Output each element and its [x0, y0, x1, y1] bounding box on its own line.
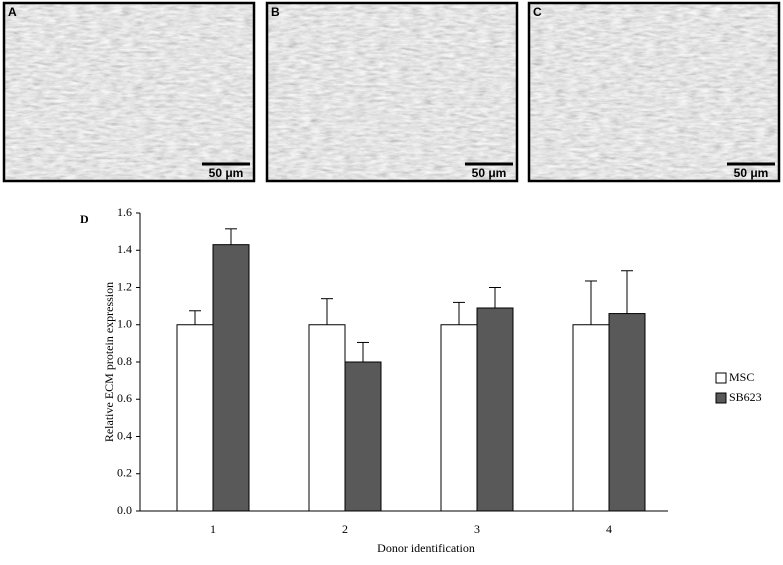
y-tick-label: 0.2: [117, 466, 132, 480]
micrograph-border: [265, 1, 519, 183]
legend-swatch: [715, 372, 727, 384]
panel-label: D: [80, 212, 89, 226]
y-axis-label: Relative ECM protein expression: [102, 282, 116, 442]
bar: [344, 361, 382, 512]
micrograph: [529, 3, 779, 181]
error-bar: [357, 341, 369, 362]
y-tick-label: 0.4: [117, 428, 132, 442]
x-axis-label: Donor identification: [377, 541, 475, 555]
error-bar: [225, 228, 237, 245]
bar: [176, 324, 214, 512]
x-tick-label: 2: [342, 522, 348, 536]
y-tick-label: 0.8: [117, 354, 132, 368]
x-tick-label: 3: [474, 522, 480, 536]
bar: [212, 244, 250, 512]
error-bar: [621, 270, 633, 314]
micrograph: [4, 3, 254, 181]
scale-bar-label: 50 μm: [734, 166, 769, 180]
error-bar: [585, 280, 597, 325]
y-tick-label: 1.4: [117, 242, 132, 256]
y-tick-label: 1.2: [117, 279, 132, 293]
y-tick-label: 0.0: [117, 503, 132, 517]
bar: [440, 324, 478, 512]
micrograph-border: [527, 1, 781, 183]
bar: [608, 313, 646, 512]
x-tick-label: 4: [606, 522, 612, 536]
error-bar: [453, 301, 465, 325]
legend-label: SB623: [729, 390, 762, 404]
legend-swatch: [715, 392, 727, 404]
y-tick-label: 1.0: [117, 317, 132, 331]
scale-bar-label: 50 μm: [472, 166, 507, 180]
panel-label: C: [533, 5, 542, 19]
bar: [572, 324, 610, 512]
panel-label: B: [271, 5, 280, 19]
scale-bar-label: 50 μm: [209, 166, 244, 180]
error-bar: [189, 310, 201, 325]
bar: [308, 324, 346, 512]
micrograph: [267, 3, 517, 181]
x-tick-label: 1: [210, 522, 216, 536]
error-bar: [489, 287, 501, 308]
error-bar: [321, 298, 333, 325]
y-tick-label: 1.6: [117, 205, 132, 219]
panel-label: A: [8, 5, 17, 19]
legend-label: MSC: [729, 370, 754, 384]
bar: [476, 307, 514, 512]
micrograph-border: [2, 1, 256, 183]
y-tick-label: 0.6: [117, 391, 132, 405]
